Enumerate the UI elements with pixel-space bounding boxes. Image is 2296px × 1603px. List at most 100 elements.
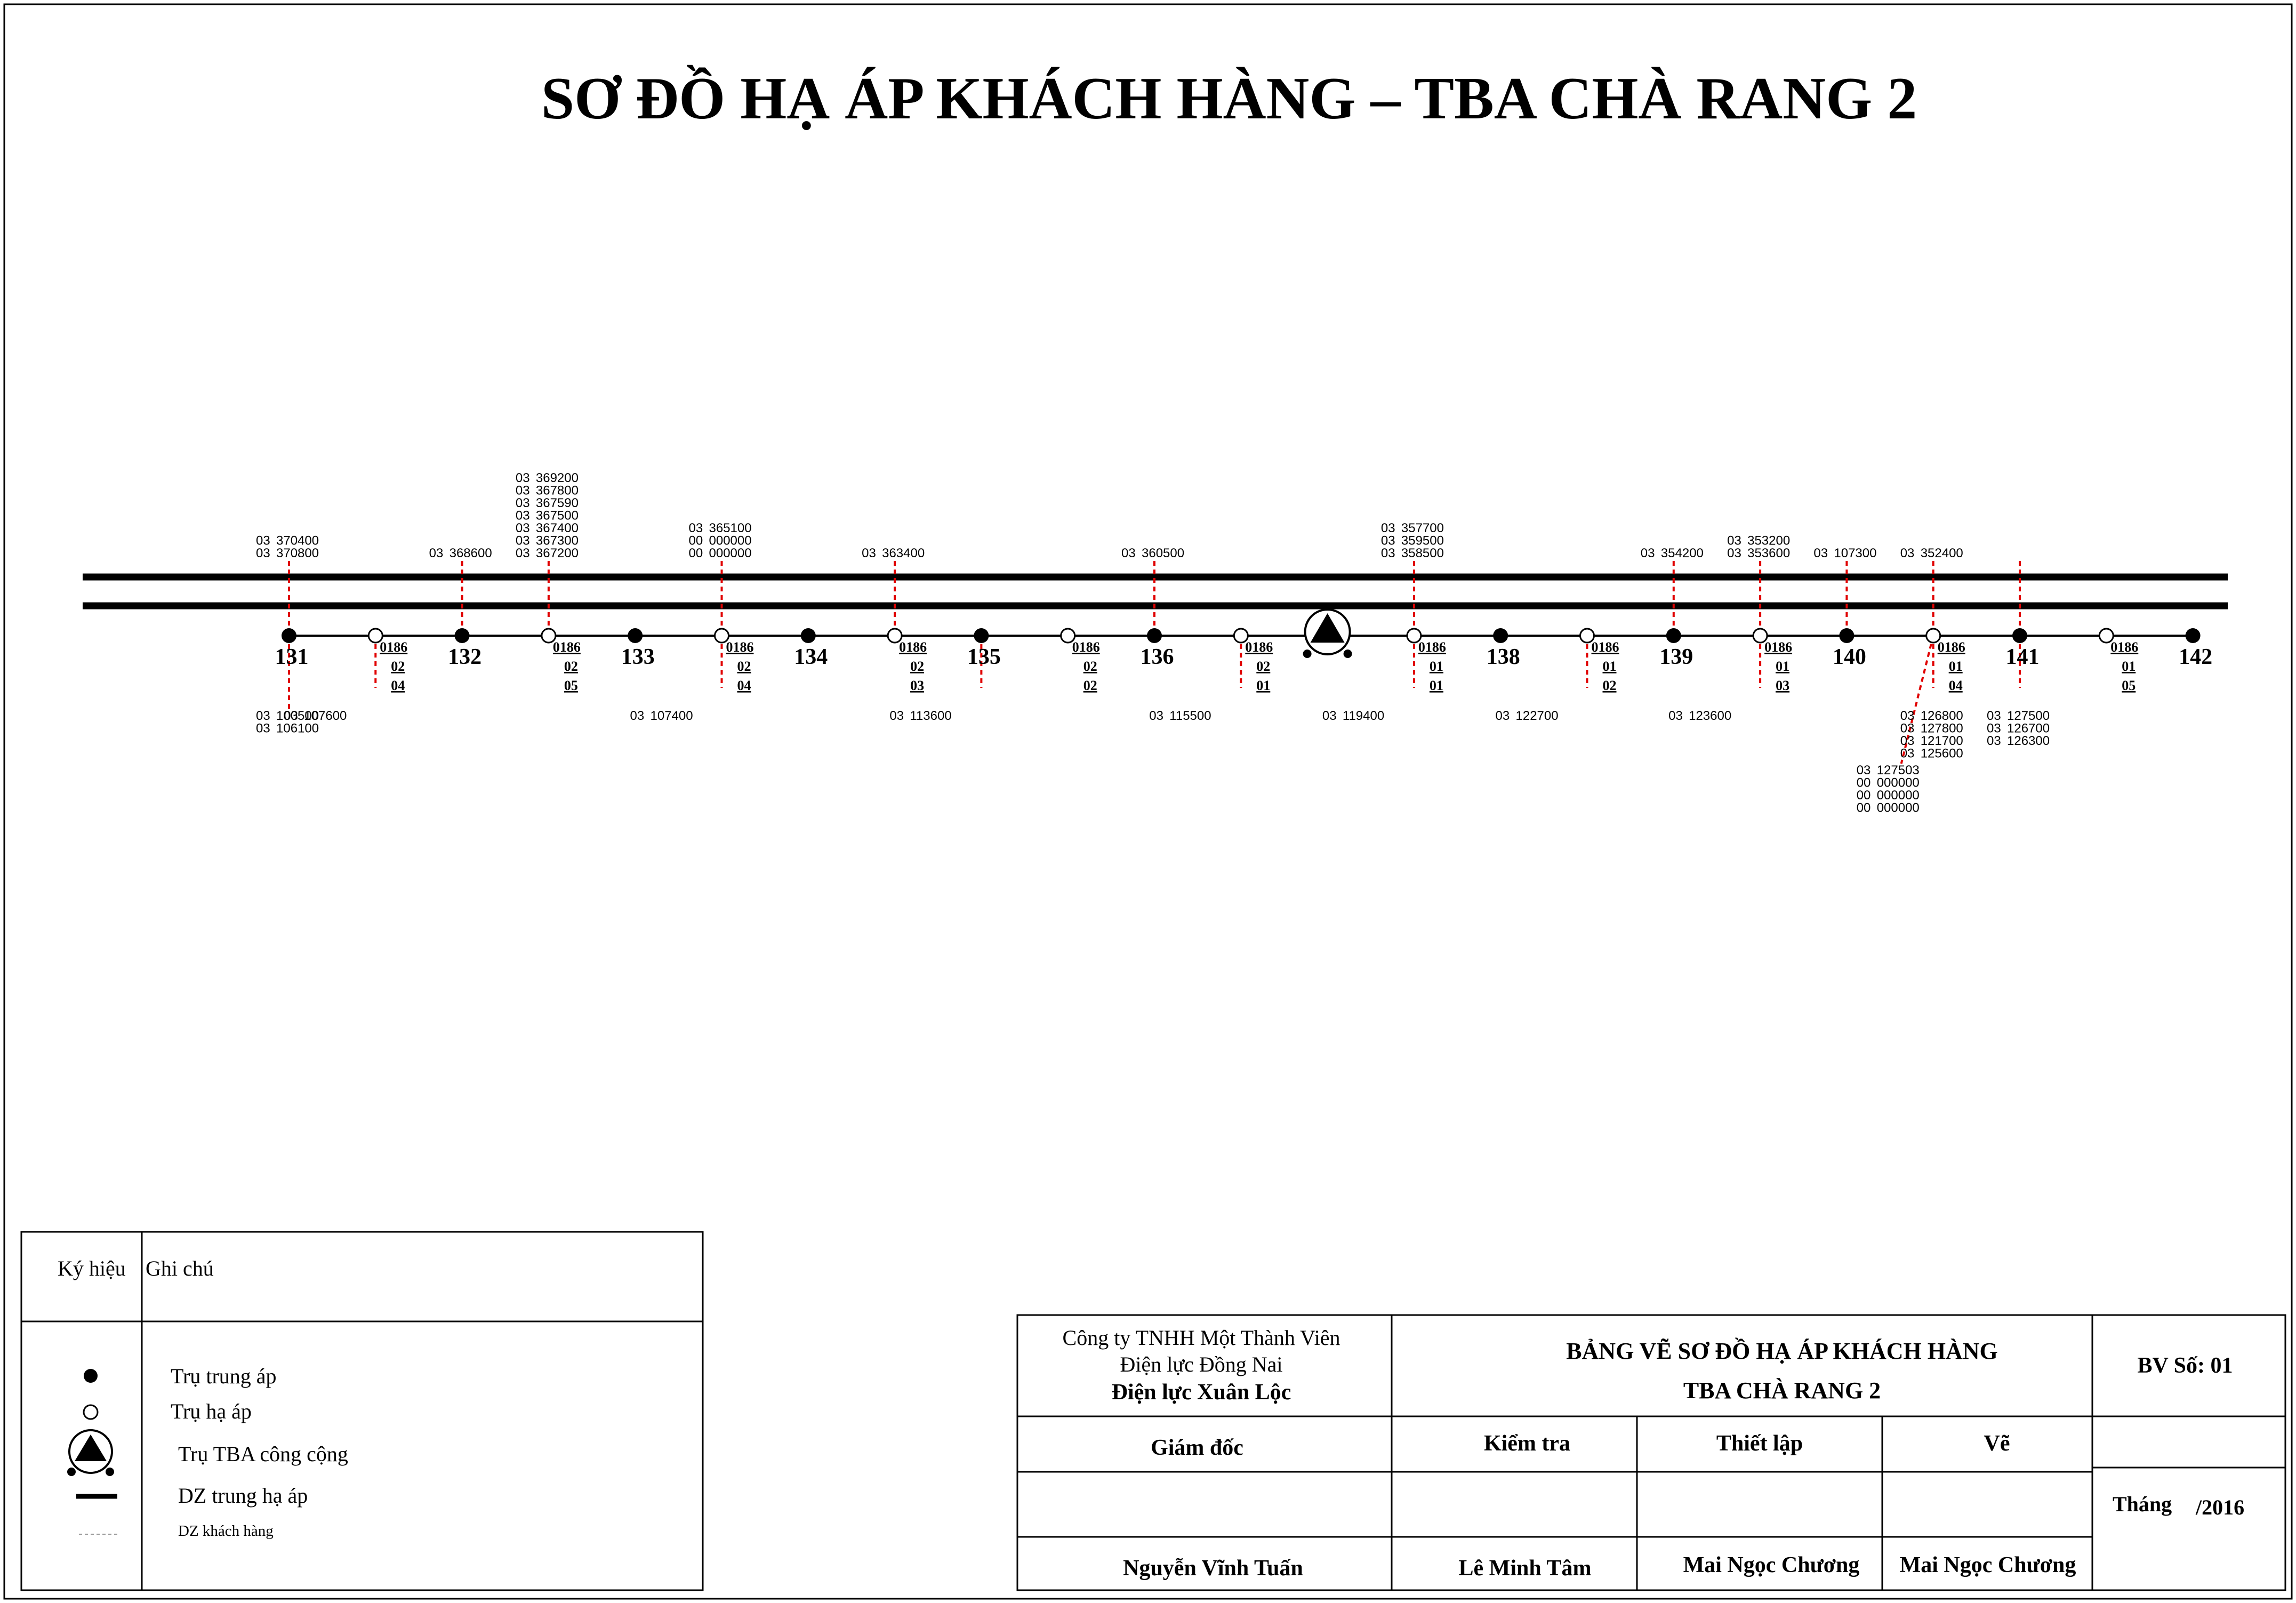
pole-label: 139 bbox=[1659, 645, 1693, 669]
customer-code-below-number: 107400 bbox=[651, 709, 693, 723]
customer-code-above-number: 367400 bbox=[536, 521, 579, 535]
mv-pole bbox=[974, 628, 989, 643]
customer-code-above-number: 365100 bbox=[709, 521, 752, 535]
lv-pole-icon bbox=[83, 1404, 99, 1420]
year-label: /2016 bbox=[2195, 1495, 2244, 1519]
pole-label: 138 bbox=[1487, 645, 1520, 669]
customer-code-above-prefix: 03 bbox=[689, 521, 703, 535]
customer-code-above-number: 354200 bbox=[1661, 546, 1704, 560]
customer-code-extra-number: 000000 bbox=[1877, 801, 1920, 815]
lv-pole-code: 05 bbox=[564, 678, 578, 693]
sheet-number: BV Số: 01 bbox=[2138, 1353, 2233, 1378]
lv-pole bbox=[541, 628, 557, 644]
customer-code-below-prefix: 03 bbox=[1900, 747, 1915, 761]
lv-pole-code: 0186 bbox=[1938, 639, 1965, 655]
lv-pole-code: 01 bbox=[2122, 659, 2136, 674]
customer-code-below-prefix: 03 bbox=[256, 722, 270, 736]
mv-pole bbox=[1147, 628, 1162, 643]
customer-code-below-prefix: 03 bbox=[1900, 722, 1915, 736]
customer-code-below-number: 126300 bbox=[2007, 734, 2050, 748]
lv-pole bbox=[1925, 628, 1941, 644]
customer-code-above-number: 370400 bbox=[276, 534, 319, 548]
company-name: Công ty TNHH Một Thành Viên bbox=[1063, 1326, 1340, 1350]
customer-code-above-prefix: 03 bbox=[516, 484, 530, 498]
lv-pole-code: 02 bbox=[1083, 659, 1097, 674]
mv-pole bbox=[282, 628, 296, 643]
legend-item-lv-pole: Trụ hạ áp bbox=[171, 1399, 252, 1423]
customer-code-below-number: 121700 bbox=[1921, 734, 1963, 748]
legend-item-tba: Trụ TBA công cộng bbox=[178, 1442, 348, 1466]
legend-item-customer-line: DZ khách hàng bbox=[178, 1522, 274, 1540]
lv-pole-code: 0186 bbox=[726, 639, 754, 655]
lv-pole-code: 0186 bbox=[1764, 639, 1792, 655]
drawing-subtitle: TBA CHÀ RANG 2 bbox=[1683, 1377, 1881, 1404]
lv-pole-code: 0186 bbox=[2110, 639, 2138, 655]
customer-code-above-number: 363400 bbox=[882, 546, 925, 560]
lv-pole-code: 03 bbox=[910, 678, 924, 693]
customer-code-above-number: 369200 bbox=[536, 471, 579, 485]
role-director: Giám đốc bbox=[1151, 1436, 1243, 1460]
customer-code-above-prefix: 03 bbox=[1727, 546, 1741, 560]
pole-label: 131 bbox=[275, 645, 309, 669]
customer-code-above-prefix: 03 bbox=[516, 546, 530, 560]
mv-pole-icon bbox=[84, 1369, 98, 1383]
lv-pole-code: 0186 bbox=[553, 639, 581, 655]
customer-code-above-number: 367500 bbox=[536, 509, 579, 523]
pole-label: 141 bbox=[2006, 645, 2040, 669]
mv-pole bbox=[1493, 628, 1508, 643]
customer-code-above-prefix: 03 bbox=[1900, 546, 1915, 560]
customer-code-above-number: 370800 bbox=[276, 546, 319, 560]
customer-code-above-prefix: 03 bbox=[256, 546, 270, 560]
company-branch: Điện lực Đồng Nai bbox=[1120, 1352, 1283, 1376]
mv-pole bbox=[1839, 628, 1855, 643]
pole-label: 133 bbox=[621, 645, 655, 669]
lv-pole-code: 01 bbox=[1776, 659, 1789, 674]
customer-code-above-number: 359500 bbox=[1401, 534, 1444, 548]
customer-code-above-number: 367200 bbox=[536, 546, 579, 560]
role-setup: Thiết lập bbox=[1716, 1431, 1803, 1456]
customer-code-below-prefix: 03 bbox=[1900, 734, 1915, 748]
role-check: Kiểm tra bbox=[1484, 1431, 1570, 1456]
lv-pole-code: 0186 bbox=[380, 639, 407, 655]
lv-pole bbox=[367, 628, 383, 644]
lv-pole bbox=[714, 628, 729, 644]
name-director: Nguyễn Vĩnh Tuấn bbox=[1123, 1556, 1303, 1581]
customer-code-extra-prefix: 00 bbox=[1857, 801, 1871, 815]
customer-code-above-prefix: 03 bbox=[1121, 546, 1136, 560]
lv-pole-code: 02 bbox=[1083, 678, 1097, 693]
lv-pole-code: 0186 bbox=[1072, 639, 1100, 655]
customer-code-above-prefix: 03 bbox=[1727, 534, 1741, 548]
customer-code-above-number: 000000 bbox=[709, 534, 752, 548]
lv-pole-code: 01 bbox=[1256, 678, 1270, 693]
role-draw: Vẽ bbox=[1984, 1431, 2010, 1456]
lv-pole-code: 01 bbox=[1430, 659, 1443, 674]
lv-pole-code: 0186 bbox=[1592, 639, 1619, 655]
lv-pole-code: 01 bbox=[1603, 659, 1617, 674]
customer-code-below-number: 125600 bbox=[1921, 747, 1963, 761]
lv-pole bbox=[2098, 628, 2114, 644]
lv-pole-code: 01 bbox=[1949, 659, 1963, 674]
lv-pole bbox=[1406, 628, 1422, 644]
customer-code-above-prefix: 03 bbox=[516, 534, 530, 548]
customer-code-below-prefix: 03 bbox=[1987, 734, 2001, 748]
customer-code-above-prefix: 03 bbox=[516, 496, 530, 510]
legend-item-mv-pole: Trụ trung áp bbox=[171, 1364, 277, 1388]
customer-code-above-prefix: 00 bbox=[689, 546, 703, 560]
customer-code-below-prefix: 03 bbox=[284, 709, 298, 723]
customer-code-above-prefix: 03 bbox=[1381, 534, 1395, 548]
lv-pole bbox=[1233, 628, 1249, 644]
customer-code-below-prefix: 03 bbox=[1987, 722, 2001, 736]
pole-label: 142 bbox=[2179, 645, 2212, 669]
customer-code-above-prefix: 03 bbox=[1813, 546, 1828, 560]
lv-pole-code: 01 bbox=[1430, 678, 1443, 693]
lv-pole-code: 02 bbox=[737, 659, 751, 674]
mv-pole bbox=[2185, 628, 2201, 643]
legend-item-line: DZ trung hạ áp bbox=[178, 1484, 308, 1508]
lv-pole-code: 0186 bbox=[1245, 639, 1273, 655]
company-unit: Điện lực Xuân Lộc bbox=[1112, 1380, 1291, 1405]
customer-code-above-number: 367590 bbox=[536, 496, 579, 510]
mv-pole bbox=[2012, 628, 2027, 643]
title-block: Công ty TNHH Một Thành Viên Điện lực Đồn… bbox=[1016, 1314, 2286, 1591]
lv-pole-code: 05 bbox=[2122, 678, 2136, 693]
